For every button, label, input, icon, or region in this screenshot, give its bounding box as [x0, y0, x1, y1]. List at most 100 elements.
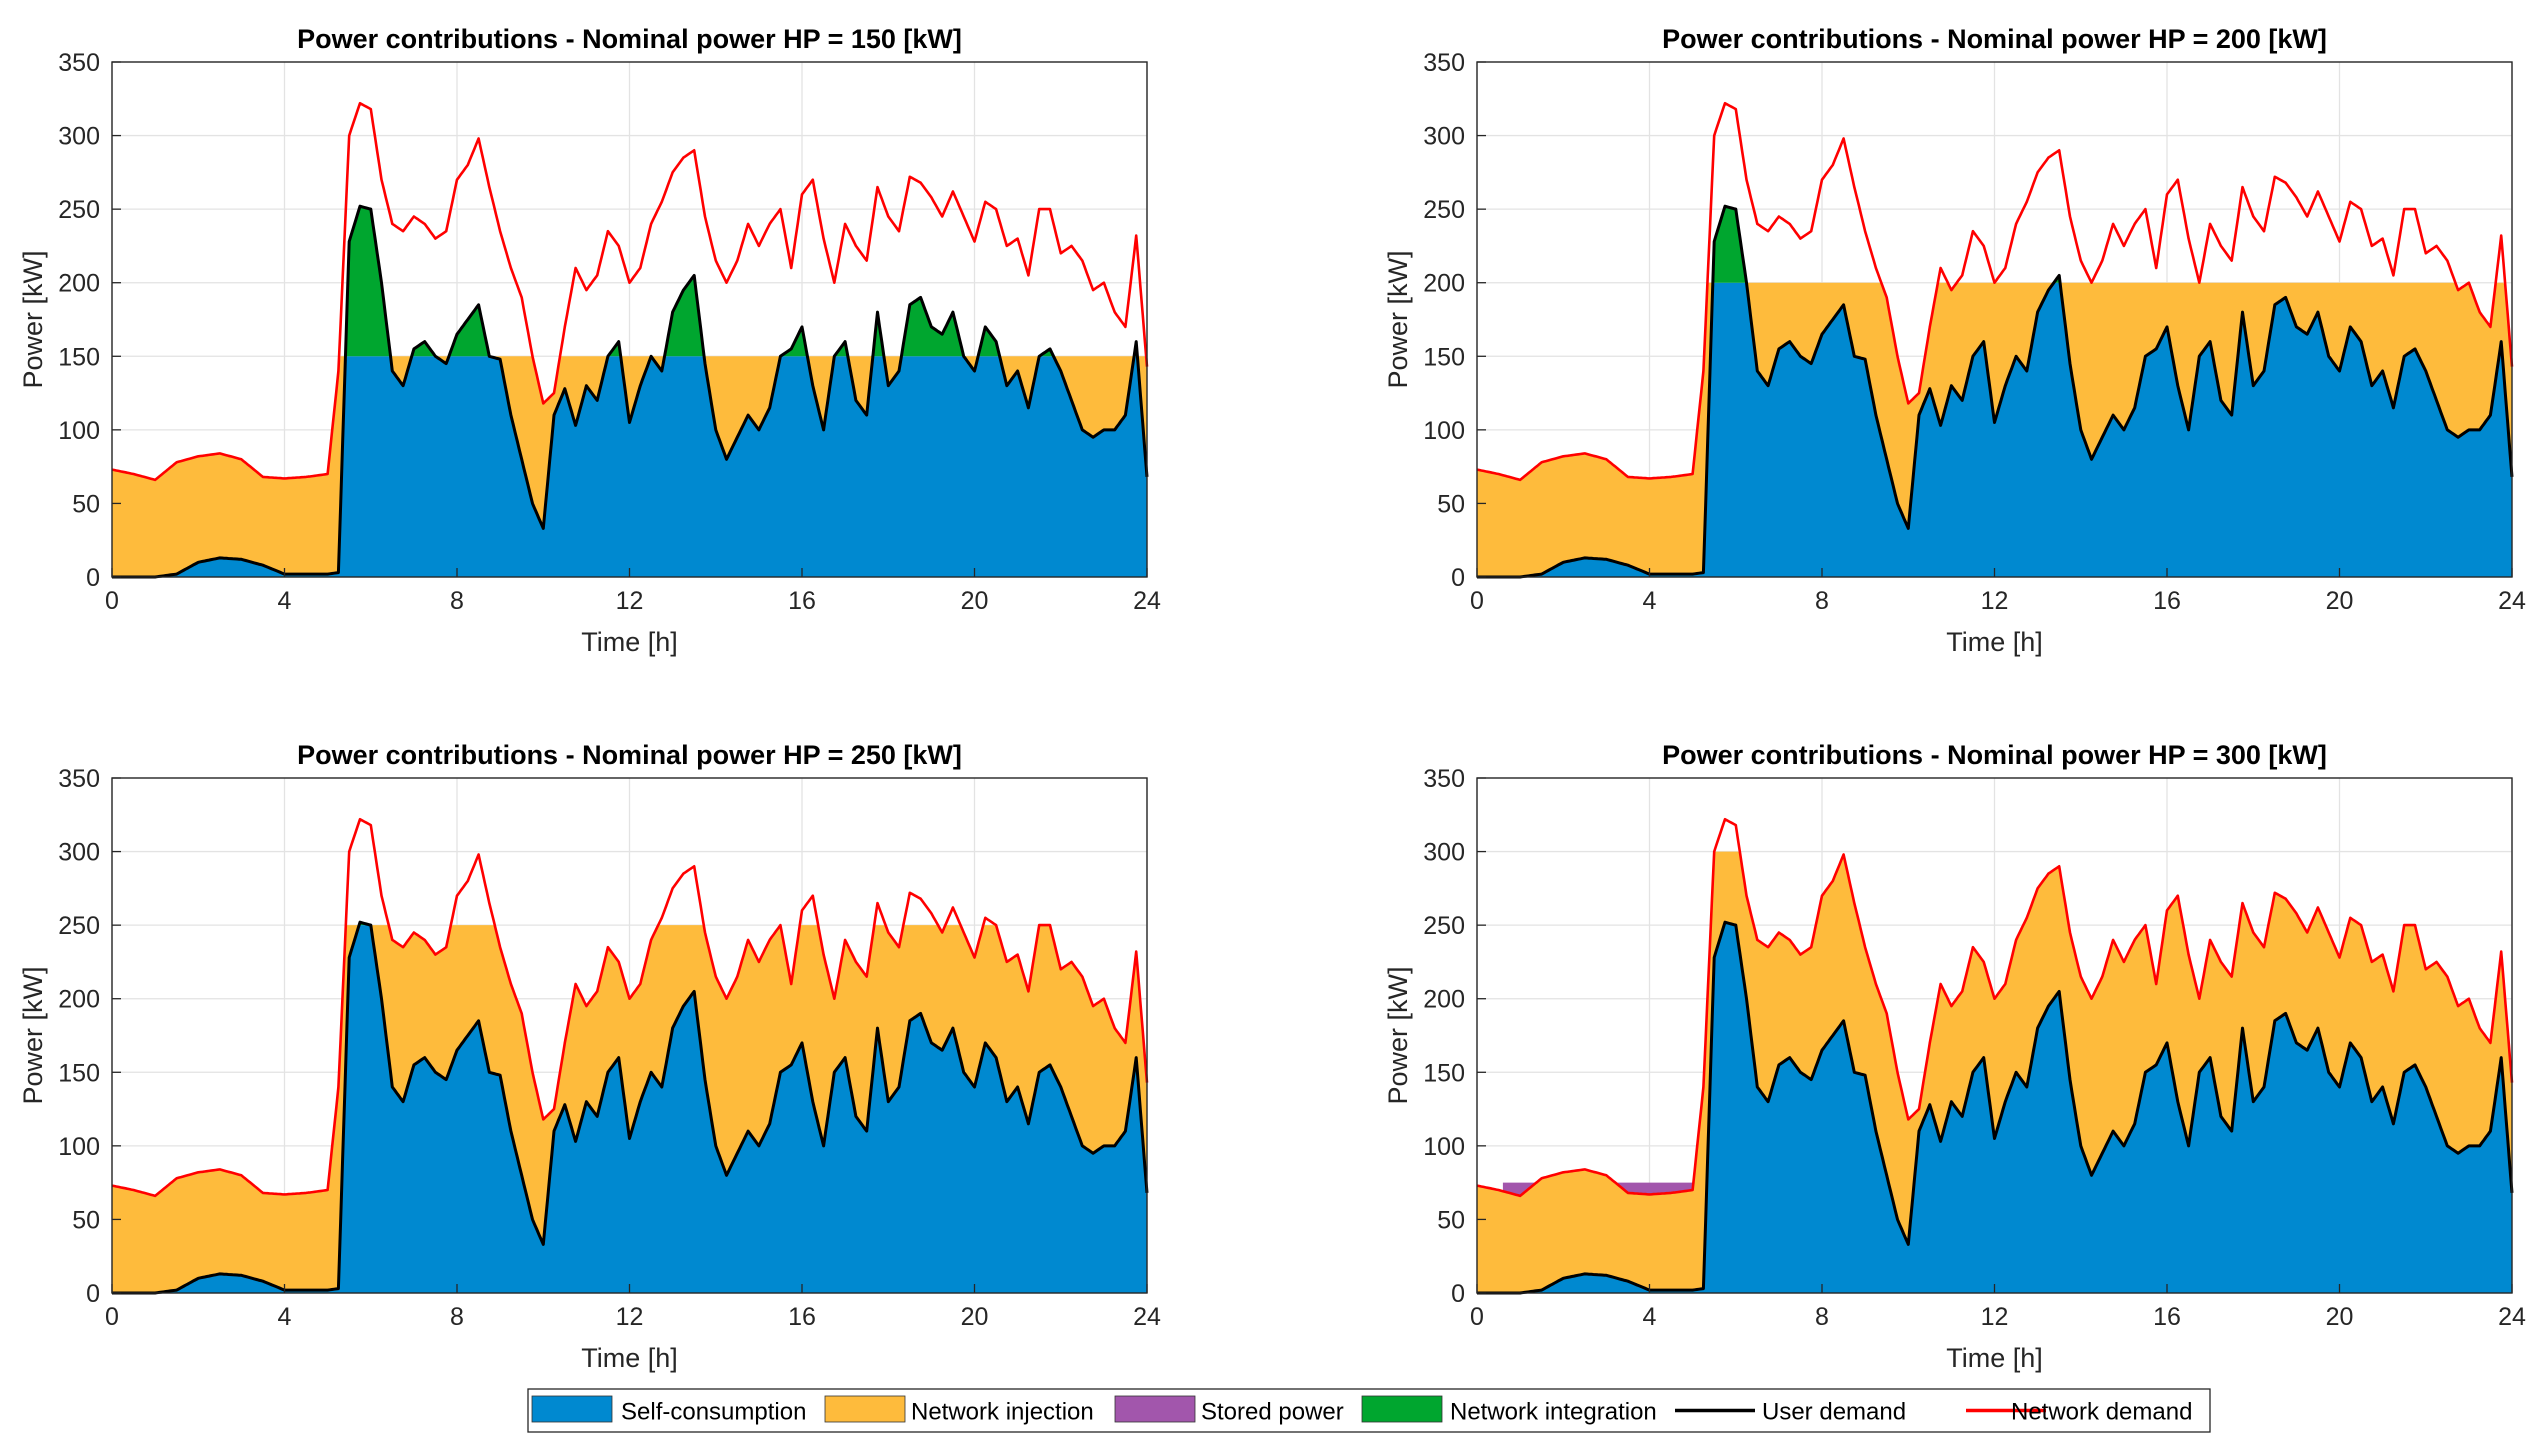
- network-demand-line: [111, 101, 1149, 482]
- legend-item: Stored power: [1114, 1395, 1344, 1426]
- x-tick-label: 24: [1133, 1303, 1161, 1331]
- network-injection-area: [112, 922, 1147, 1293]
- x-tick-label: 0: [105, 587, 119, 615]
- x-tick-label: 4: [1643, 1303, 1657, 1331]
- x-tick-label: 4: [278, 1303, 292, 1331]
- x-tick-label: 12: [1981, 587, 2009, 615]
- network-injection-area: [112, 206, 1147, 577]
- y-tick-label: 200: [58, 986, 100, 1014]
- legend-label: Network demand: [2011, 1399, 2192, 1426]
- y-tick-label: 300: [58, 839, 100, 867]
- legend-swatch: [1361, 1395, 1443, 1423]
- legend: Self-consumption Network injection Stored …: [527, 1388, 2211, 1433]
- self-consumption-area: [112, 356, 1147, 577]
- legend-swatch: [1114, 1395, 1196, 1423]
- x-tick-label: 20: [2326, 587, 2354, 615]
- network-demand-line: [1476, 101, 2514, 482]
- y-tick-label: 0: [86, 564, 100, 592]
- x-tick-label: 16: [2153, 1303, 2181, 1331]
- x-axis-label: Time [h]: [1946, 627, 2043, 657]
- y-tick-label: 200: [1423, 270, 1465, 298]
- x-tick-label: 0: [1470, 587, 1484, 615]
- x-tick-label: 0: [105, 1303, 119, 1331]
- x-tick-label: 16: [788, 587, 816, 615]
- y-tick-label: 350: [58, 49, 100, 77]
- x-tick-label: 4: [278, 587, 292, 615]
- y-tick-label: 350: [1423, 49, 1465, 77]
- y-tick-label: 50: [72, 1206, 100, 1234]
- area-series: [1476, 101, 2514, 579]
- x-tick-label: 8: [450, 587, 464, 615]
- y-tick-label: 100: [58, 1133, 100, 1161]
- legend-item: Self-consumption: [531, 1395, 806, 1426]
- subplot-1: 0 4 8 12 16 20 24 0 50 100 150 200 250 300 350 Power co…: [18, 24, 1161, 657]
- legend-item: Network injection: [824, 1395, 1094, 1426]
- y-tick-label: 150: [58, 1059, 100, 1087]
- y-tick-label: 0: [1451, 564, 1465, 592]
- legend-swatch: [531, 1395, 613, 1423]
- area-series: [111, 817, 1149, 1295]
- network-integration-area: [1477, 206, 2512, 283]
- legend-label: Self-consumption: [621, 1399, 806, 1426]
- legend-swatch: [824, 1395, 906, 1423]
- y-tick-label: 150: [58, 343, 100, 371]
- tick-labels: 0 4 8 12 16 20 24 0 50 100 150 200 250 300 350: [58, 49, 1161, 615]
- y-tick-label: 300: [1423, 123, 1465, 151]
- x-tick-label: 16: [2153, 587, 2181, 615]
- x-tick-label: 24: [2498, 1303, 2526, 1331]
- network-injection-area: [1477, 206, 2512, 577]
- y-tick-label: 200: [1423, 986, 1465, 1014]
- legend-label: Stored power: [1201, 1399, 1344, 1426]
- x-tick-label: 0: [1470, 1303, 1484, 1331]
- x-tick-label: 8: [450, 1303, 464, 1331]
- x-tick-label: 20: [2326, 1303, 2354, 1331]
- tick-labels: 0 4 8 12 16 20 24 0 50 100 150 200 250 300 350: [1423, 49, 2526, 615]
- y-tick-label: 250: [58, 912, 100, 940]
- y-axis-label: Power [kW]: [18, 966, 48, 1104]
- y-tick-label: 150: [1423, 343, 1465, 371]
- tick-labels: 0 4 8 12 16 20 24 0 50 100 150 200 250 300 350: [58, 765, 1161, 1331]
- legend-label: Network injection: [911, 1399, 1094, 1426]
- self-consumption-area: [1477, 922, 2512, 1293]
- y-tick-label: 50: [72, 490, 100, 518]
- subplot-3: 0 4 8 12 16 20 24 0 50 100 150 200 250 300 350 Power co…: [18, 740, 1161, 1373]
- y-tick-label: 250: [1423, 196, 1465, 224]
- legend-item: Network demand: [1966, 1399, 2192, 1426]
- network-demand-line: [111, 817, 1149, 1198]
- legend-item: Network integration: [1361, 1395, 1657, 1426]
- y-tick-label: 0: [86, 1280, 100, 1308]
- self-consumption-area: [1477, 282, 2512, 577]
- legend-label: User demand: [1762, 1399, 1906, 1426]
- stored-power-area: [1502, 1182, 1702, 1196]
- y-tick-label: 0: [1451, 1280, 1465, 1308]
- legend-label: Network integration: [1450, 1399, 1657, 1426]
- y-axis-label: Power [kW]: [18, 250, 48, 388]
- x-axis-label: Time [h]: [581, 627, 678, 657]
- area-series: [1476, 817, 2514, 1295]
- y-tick-label: 200: [58, 270, 100, 298]
- x-axis-label: Time [h]: [1946, 1343, 2043, 1373]
- y-tick-label: 250: [58, 196, 100, 224]
- x-tick-label: 12: [1981, 1303, 2009, 1331]
- y-tick-label: 350: [1423, 765, 1465, 793]
- y-tick-label: 150: [1423, 1059, 1465, 1087]
- network-injection-area: [1477, 851, 2512, 1293]
- y-tick-label: 300: [58, 123, 100, 151]
- chart-title: Power contributions - Nominal power HP =…: [1662, 740, 2327, 770]
- area-series: [111, 101, 1149, 579]
- x-tick-label: 8: [1815, 1303, 1829, 1331]
- y-tick-label: 100: [58, 417, 100, 445]
- x-tick-label: 24: [1133, 587, 1161, 615]
- x-tick-label: 8: [1815, 587, 1829, 615]
- y-tick-label: 300: [1423, 839, 1465, 867]
- x-axis-label: Time [h]: [581, 1343, 678, 1373]
- chart-title: Power contributions - Nominal power HP =…: [1662, 24, 2327, 54]
- y-tick-label: 250: [1423, 912, 1465, 940]
- network-integration-area: [112, 206, 1147, 357]
- x-tick-label: 20: [961, 587, 989, 615]
- x-tick-label: 16: [788, 1303, 816, 1331]
- y-axis-label: Power [kW]: [1383, 250, 1413, 388]
- y-axis-label: Power [kW]: [1383, 966, 1413, 1104]
- x-tick-label: 12: [616, 1303, 644, 1331]
